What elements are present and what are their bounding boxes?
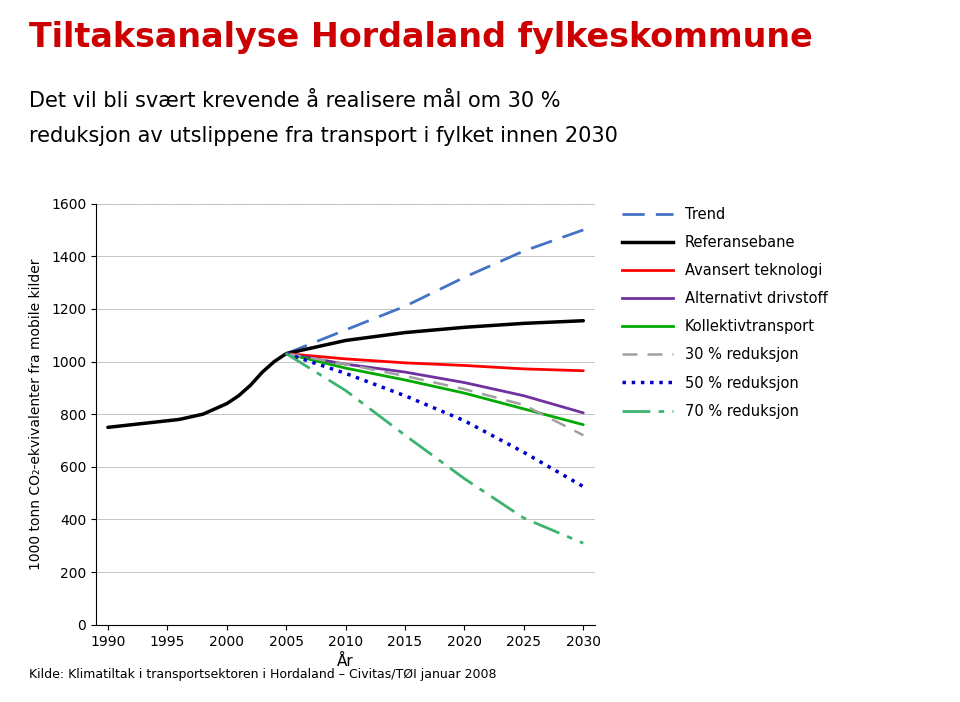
30 % reduksjon [399,372,411,380]
Referansebane [174,416,185,424]
Avansert teknologi [399,359,411,367]
Trend [280,350,292,358]
Referansebane [340,336,351,345]
30 % reduksjon [459,385,470,393]
70 % reduksjon [578,539,589,548]
30 % reduksjon [280,350,292,358]
50 % reduksjon [578,482,589,491]
Legend: Trend, Referansebane, Avansert teknologi, Alternativt drivstoff, Kollektivtransp: Trend, Referansebane, Avansert teknologi… [617,202,831,423]
Avansert teknologi [340,355,351,363]
Referansebane [126,420,137,429]
Alternativt drivstoff [340,360,351,369]
Avansert teknologi [280,350,292,358]
70 % reduksjon [340,386,351,395]
Referansebane [256,368,268,376]
Line: Kollektivtransport: Kollektivtransport [286,354,584,425]
Avansert teknologi [459,362,470,370]
Alternativt drivstoff [280,350,292,358]
50 % reduksjon [518,448,530,456]
Referansebane [578,317,589,325]
Kollektivtransport [399,376,411,384]
50 % reduksjon [399,392,411,400]
50 % reduksjon [459,416,470,425]
30 % reduksjon [578,431,589,439]
Line: 50 % reduksjon: 50 % reduksjon [286,354,584,486]
Trend [518,247,530,256]
Alternativt drivstoff [399,368,411,376]
Alternativt drivstoff [578,409,589,417]
70 % reduksjon [280,350,292,358]
Text: Det vil bli svært krevende å realisere mål om 30 %: Det vil bli svært krevende å realisere m… [29,91,561,111]
Y-axis label: 1000 tonn CO₂-ekvivalenter fra mobile kilder: 1000 tonn CO₂-ekvivalenter fra mobile ki… [29,258,42,570]
Line: Trend: Trend [286,230,584,354]
50 % reduksjon [280,350,292,358]
Line: Referansebane: Referansebane [108,321,584,428]
Referansebane [245,381,256,390]
Referansebane [399,329,411,337]
Kollektivtransport [340,364,351,372]
Trend [459,273,470,282]
Alternativt drivstoff [459,378,470,387]
70 % reduksjon [518,514,530,522]
Referansebane [269,357,280,366]
Text: reduksjon av utslippene fra transport i fylket innen 2030: reduksjon av utslippene fra transport i … [29,126,617,146]
Referansebane [102,423,113,432]
Kollektivtransport [280,350,292,358]
Kollektivtransport [459,389,470,397]
Referansebane [221,399,232,408]
Referansebane [280,350,292,358]
Text: Gustav
Nielsen: Gustav Nielsen [867,661,914,683]
Avansert teknologi [578,366,589,375]
Line: 70 % reduksjon: 70 % reduksjon [286,354,584,543]
Kollektivtransport [578,420,589,429]
Referansebane [518,319,530,328]
Line: Alternativt drivstoff: Alternativt drivstoff [286,354,584,413]
Trend [340,326,351,334]
70 % reduksjon [399,431,411,439]
Referansebane [150,418,161,426]
30 % reduksjon [340,360,351,369]
Avansert teknologi [518,365,530,373]
Text: Kilde: Klimatiltak i transportsektoren i Hordaland – Civitas/TØI januar 2008: Kilde: Klimatiltak i transportsektoren i… [29,668,496,681]
30 % reduksjon [518,401,530,409]
Alternativt drivstoff [518,392,530,400]
Trend [399,302,411,310]
Referansebane [197,410,208,418]
Trend [578,225,589,234]
70 % reduksjon [459,475,470,483]
Line: Avansert teknologi: Avansert teknologi [286,354,584,371]
Line: 30 % reduksjon: 30 % reduksjon [286,354,584,435]
50 % reduksjon [340,369,351,378]
X-axis label: År: År [337,654,354,669]
Text: Tiltaksanalyse Hordaland fylkeskommune: Tiltaksanalyse Hordaland fylkeskommune [29,21,812,54]
Kollektivtransport [518,404,530,413]
Referansebane [233,392,245,400]
Referansebane [459,323,470,331]
